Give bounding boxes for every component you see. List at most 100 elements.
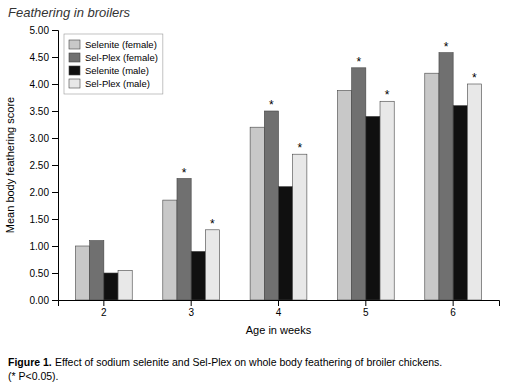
annotations: ******** xyxy=(182,40,477,231)
legend-swatch xyxy=(69,53,80,62)
bar xyxy=(279,187,293,300)
tick: 5 xyxy=(363,300,369,318)
bar xyxy=(191,251,205,300)
tick: 2.00 xyxy=(30,187,58,198)
bar xyxy=(425,73,439,300)
caption-text: (* P<0.05). xyxy=(8,370,59,382)
legend: Selenite (female) Sel-Plex (female) Seleni… xyxy=(64,34,163,94)
y-axis-title: Mean body feathering score xyxy=(4,97,16,233)
tick: 1.00 xyxy=(30,241,58,252)
tick-label: 2 xyxy=(101,307,107,318)
tick-mark xyxy=(103,300,104,306)
bar xyxy=(75,246,89,300)
tick-label: 3 xyxy=(188,307,194,318)
legend-swatch xyxy=(69,40,80,49)
tick-mark xyxy=(278,300,279,306)
tick-mark xyxy=(191,300,192,306)
series xyxy=(104,106,467,300)
bar xyxy=(250,127,264,300)
legend-label: Sel-Plex (female) xyxy=(85,52,158,63)
legend-swatch xyxy=(69,66,80,75)
tick-mark xyxy=(453,300,454,306)
legend-label: Selenite (male) xyxy=(85,65,149,76)
tick-label: 1.50 xyxy=(30,214,50,225)
tick-label: 1.00 xyxy=(30,241,50,252)
tick-mark xyxy=(52,300,58,301)
tick: 4.50 xyxy=(30,52,58,63)
tick: 3.00 xyxy=(30,133,58,144)
bar xyxy=(177,179,191,301)
legend-item: Selenite (female) xyxy=(69,39,157,50)
tick-mark xyxy=(52,84,58,85)
x-axis-title: Age in weeks xyxy=(246,324,312,336)
legend-item: Sel-Plex (male) xyxy=(69,78,150,89)
caption-text: Figure 1. xyxy=(8,356,52,368)
bar xyxy=(90,241,104,300)
tick-mark xyxy=(52,165,58,166)
annotation: * xyxy=(182,166,187,180)
bar xyxy=(366,116,380,300)
bar xyxy=(467,84,481,300)
bar xyxy=(118,270,132,300)
bar xyxy=(337,90,351,300)
tick-mark xyxy=(52,30,58,31)
legend-item: Sel-Plex (female) xyxy=(69,52,158,63)
tick-label: 4.50 xyxy=(30,52,50,63)
annotation: * xyxy=(385,88,390,102)
tick-mark xyxy=(52,246,58,247)
bar xyxy=(163,200,177,300)
tick-label: 0.50 xyxy=(30,268,50,279)
tick-mark xyxy=(52,57,58,58)
bar xyxy=(293,154,307,300)
caption-text: Effect of sodium selenite and Sel-Plex o… xyxy=(55,356,442,368)
annotation: * xyxy=(472,71,477,85)
bar xyxy=(352,68,366,300)
legend-label: Selenite (female) xyxy=(85,39,157,50)
tick: 3 xyxy=(188,300,194,318)
bar xyxy=(264,111,278,300)
title: Feathering in broilers xyxy=(8,5,131,20)
tick: 0.50 xyxy=(30,268,58,279)
plot: ********0.000.501.001.502.002.503.003.50… xyxy=(30,25,500,318)
annotation: * xyxy=(444,40,449,54)
bar xyxy=(104,273,118,300)
tick-label: 5.00 xyxy=(30,25,50,36)
annotation: * xyxy=(210,217,215,231)
tick: 0.00 xyxy=(30,295,58,306)
tick-label: 4.00 xyxy=(30,79,50,90)
tick: 1.50 xyxy=(30,214,58,225)
caption: Figure 1.Effect of sodium selenite and S… xyxy=(8,356,442,382)
tick-mark xyxy=(52,273,58,274)
tick-label: 3.00 xyxy=(30,133,50,144)
bar xyxy=(439,53,453,300)
annotation: * xyxy=(356,55,361,69)
tick-label: 5 xyxy=(363,307,369,318)
tick-mark xyxy=(52,138,58,139)
tick-mark xyxy=(52,111,58,112)
bar xyxy=(205,230,219,300)
tick-mark xyxy=(52,219,58,220)
tick-label: 0.00 xyxy=(30,295,50,306)
tick: 5.00 xyxy=(30,25,58,36)
tick: 3.50 xyxy=(30,106,58,117)
legend-item: Selenite (male) xyxy=(69,65,149,76)
series xyxy=(75,73,438,300)
x-axis: 23456 xyxy=(59,300,500,318)
tick-mark xyxy=(52,192,58,193)
tick-label: 2.50 xyxy=(30,160,50,171)
axis-line xyxy=(59,301,500,307)
tick-label: 6 xyxy=(450,307,456,318)
tick: 2 xyxy=(101,300,107,318)
chart: Feathering in broilers********0.000.501.… xyxy=(0,0,513,392)
bar xyxy=(380,101,394,300)
legend-swatch xyxy=(69,79,80,88)
annotation: * xyxy=(269,98,274,112)
tick: 6 xyxy=(450,300,456,318)
tick-mark xyxy=(365,300,366,306)
tick: 2.50 xyxy=(30,160,58,171)
tick-label: 2.00 xyxy=(30,187,50,198)
axis-line xyxy=(52,31,59,301)
series xyxy=(118,84,481,300)
legend-label: Sel-Plex (male) xyxy=(85,78,150,89)
y-axis: 0.00 0.50 1.00 1.50 2.00 2.50 3.00 3.50 4.00 4.50… xyxy=(30,25,59,306)
